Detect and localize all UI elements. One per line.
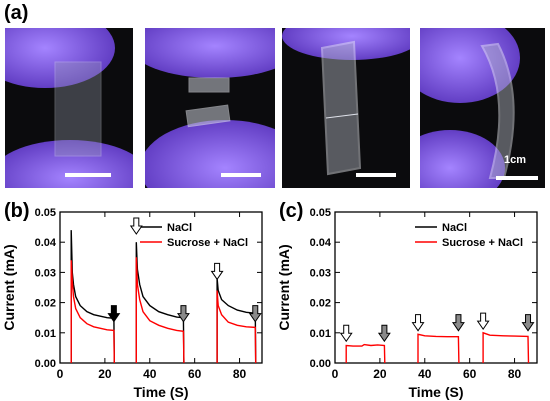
y-tick-label: 0.04 [35, 237, 57, 249]
series-line-nacl [216, 278, 257, 364]
x-tick-label: 60 [463, 367, 477, 381]
event-arrow-grey [521, 314, 535, 332]
series-line-sucrose-nacl [135, 257, 185, 364]
event-arrow-open [339, 324, 353, 343]
y-tick-label: 0.00 [310, 358, 331, 370]
y-axis-label: Current (mA) [1, 244, 17, 330]
y-tick-label: 0.05 [35, 207, 56, 219]
series-line-sucrose-nacl [417, 333, 460, 364]
event-arrow-open [476, 312, 490, 331]
x-tick-label: 0 [57, 367, 64, 381]
legend-label: NaCl [442, 222, 467, 234]
panel-label-c: (c) [279, 200, 304, 222]
x-tick-label: 0 [332, 367, 339, 381]
photo-bent-strip: 1cm [420, 28, 545, 188]
y-tick-label: 0.01 [310, 328, 331, 340]
panel-label-b: (b) [4, 200, 30, 222]
y-tick-label: 0.00 [35, 358, 56, 370]
panel-label-a: (a) [4, 2, 29, 24]
y-tick-label: 0.03 [35, 267, 56, 279]
series-line-sucrose-nacl [482, 331, 530, 364]
y-tick-label: 0.02 [310, 298, 331, 310]
event-arrow-grey [248, 305, 262, 323]
photo-thick-block [282, 28, 410, 188]
legend-label: Sucrose + NaCl [442, 237, 523, 249]
y-tick-label: 0.01 [35, 328, 56, 340]
event-arrow-open [411, 314, 425, 332]
series-line-sucrose-nacl [216, 290, 257, 364]
y-axis-label: Current (mA) [276, 244, 292, 330]
photo-cut-strip [145, 28, 275, 188]
event-arrow-grey [377, 324, 391, 343]
y-tick-label: 0.03 [310, 267, 331, 279]
x-tick-label: 80 [508, 367, 522, 381]
event-arrow-open [129, 217, 143, 235]
x-tick-label: 60 [188, 367, 202, 381]
plot-frame [334, 211, 538, 364]
photo-flat-strip [5, 28, 133, 188]
series-line-sucrose-nacl [70, 260, 115, 364]
series-line-nacl [135, 242, 185, 364]
x-tick-label: 20 [373, 367, 387, 381]
scale-bar-label: 1cm [504, 154, 527, 166]
legend-label: NaCl [167, 222, 192, 234]
x-tick-label: 40 [143, 367, 157, 381]
y-tick-label: 0.02 [35, 298, 56, 310]
y-tick-label: 0.05 [310, 207, 331, 219]
x-tick-label: 20 [98, 367, 112, 381]
legend-label: Sucrose + NaCl [167, 237, 248, 249]
event-arrow-grey [451, 314, 465, 332]
y-tick-label: 0.04 [310, 237, 332, 249]
event-arrow-grey [176, 305, 190, 323]
event-arrow-black [107, 305, 121, 323]
plot-frame [59, 211, 263, 364]
series-line-sucrose-nacl [345, 343, 386, 364]
chart-c: 0 20 40 60 80 0.00 0.01 0.02 0.03 0.04 0.05 Time (S… [276, 207, 538, 400]
chart-b: 0 20 40 60 80 0.00 0.01 0.02 0.03 0.04 0.05 Time (S… [1, 207, 263, 400]
x-axis-label: Time (S) [409, 384, 464, 400]
series-line-nacl [70, 230, 115, 364]
event-arrow-open [210, 262, 224, 281]
x-tick-label: 80 [233, 367, 247, 381]
x-axis-label: Time (S) [134, 384, 189, 400]
x-tick-label: 40 [418, 367, 432, 381]
